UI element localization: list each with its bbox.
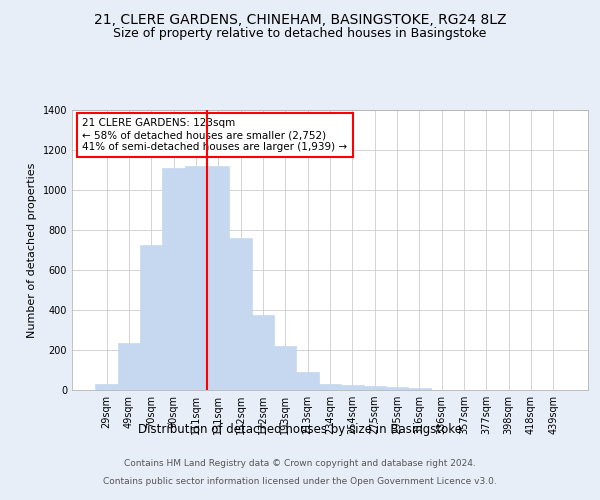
Bar	[274, 346, 296, 390]
Y-axis label: Number of detached properties: Number of detached properties	[27, 162, 37, 338]
Bar	[163, 168, 185, 390]
Bar	[296, 372, 319, 390]
Bar	[140, 245, 163, 390]
Bar	[386, 387, 408, 390]
Text: Size of property relative to detached houses in Basingstoke: Size of property relative to detached ho…	[113, 28, 487, 40]
Bar	[252, 315, 274, 390]
Text: Distribution of detached houses by size in Basingstoke: Distribution of detached houses by size …	[138, 422, 462, 436]
Bar	[207, 166, 229, 390]
Bar	[364, 386, 386, 390]
Bar	[95, 384, 118, 390]
Bar	[408, 388, 431, 390]
Bar	[319, 384, 341, 390]
Bar	[118, 343, 140, 390]
Bar	[341, 385, 364, 390]
Text: 21, CLERE GARDENS, CHINEHAM, BASINGSTOKE, RG24 8LZ: 21, CLERE GARDENS, CHINEHAM, BASINGSTOKE…	[94, 12, 506, 26]
Bar	[185, 166, 207, 390]
Text: Contains HM Land Registry data © Crown copyright and database right 2024.: Contains HM Land Registry data © Crown c…	[124, 458, 476, 468]
Bar	[229, 238, 252, 390]
Text: Contains public sector information licensed under the Open Government Licence v3: Contains public sector information licen…	[103, 477, 497, 486]
Text: 21 CLERE GARDENS: 123sqm
← 58% of detached houses are smaller (2,752)
41% of sem: 21 CLERE GARDENS: 123sqm ← 58% of detach…	[82, 118, 347, 152]
